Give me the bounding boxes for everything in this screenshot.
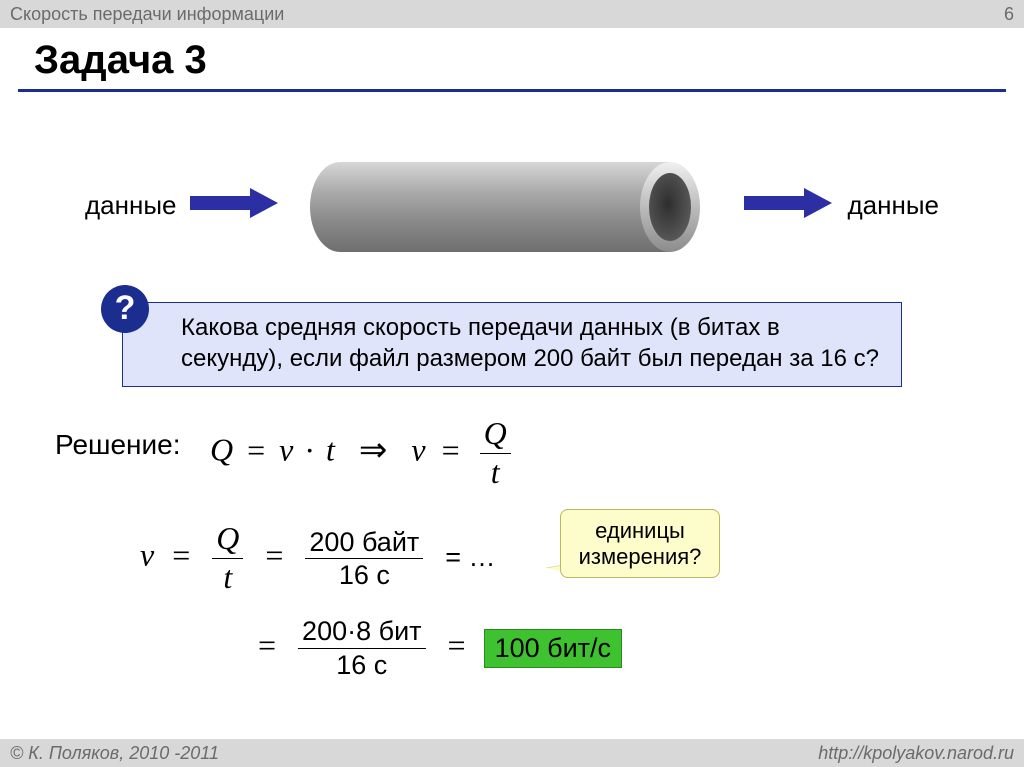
sym-eq3: = [162,537,200,573]
callout-line1: единицы [571,518,709,543]
sym-eq4: = [255,537,293,573]
sym-v2: v [411,432,425,468]
frac-Q-over-t-2: Q t [208,522,247,594]
question-text: Какова средняя скорость передачи данных … [181,314,879,372]
question-badge-icon: ? [101,285,149,333]
arrow-in-icon [190,188,280,218]
sym-eq6: = [438,627,476,663]
pipe-icon [305,157,705,257]
header-bar: Скорость передачи информации 6 [0,0,1024,28]
sym-eq: = [241,432,271,468]
equation-2: v = Q t = 200 байт 16 с = … [140,522,506,594]
sym-Q: Q [210,432,233,468]
solution-area: Решение: Q = v · t ⇒ v = Q t v = Q t = 2… [0,417,1024,737]
answer-highlight: 100 бит/с [484,629,622,668]
frac-200bytes-16s: 200 байт 16 с [301,528,427,590]
copyright: © К. Поляков, 2010 -2011 [10,743,219,764]
sym-t: t [326,432,335,468]
solution-label: Решение: [55,429,181,461]
arrow-out-icon [744,188,834,218]
data-label-left: данные [85,190,177,221]
sym-dot: · [301,432,318,468]
units-callout: единицы измерения? [560,509,720,578]
data-label-right: данные [848,190,940,221]
equation-1: Q = v · t ⇒ v = Q t [210,417,515,489]
frac-Q-over-t: Q t [476,417,515,489]
source-url: http://kpolyakov.narod.ru [818,743,1014,764]
implies-icon: ⇒ [343,432,404,469]
page-number: 6 [1004,4,1014,25]
ellipsis: = … [435,542,505,572]
sym-v3: v [140,537,154,573]
header-title: Скорость передачи информации [10,4,284,25]
pipe-diagram: данные [0,142,1024,282]
slide-title: Задача 3 [34,38,1024,83]
frac-200x8bit-16s: 200·8 бит 16 с [294,617,429,679]
question-box: ? Какова средняя скорость передачи данны… [122,302,902,387]
sym-v: v [279,432,293,468]
footer-bar: © К. Поляков, 2010 -2011 http://kpolyako… [0,739,1024,767]
sym-eq2: = [434,432,468,468]
equation-3: = 200·8 бит 16 с = 100 бит/с [248,617,622,679]
callout-line2: измерения? [571,544,709,569]
title-underline [18,89,1006,92]
sym-eq5: = [248,627,286,663]
